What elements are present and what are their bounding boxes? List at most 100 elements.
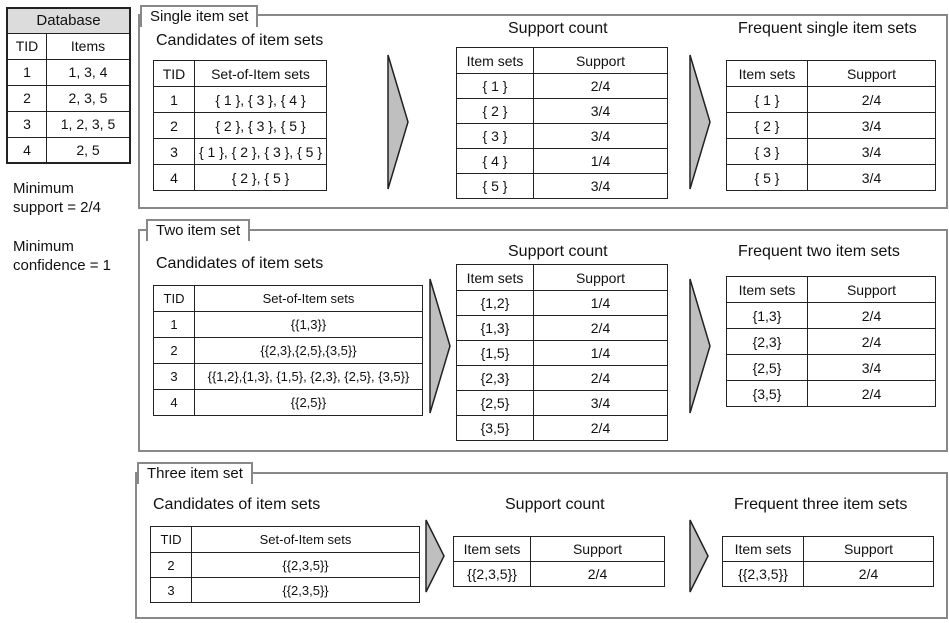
freq-cell: {3,5} (726, 380, 808, 407)
sup-cell: {1,5} (456, 340, 534, 366)
cand-cell: {{1,3}} (194, 311, 423, 338)
sup-cell: 3/4 (533, 173, 668, 199)
sup-header: Item sets (453, 536, 531, 562)
sup-cell: {3,5} (456, 415, 534, 441)
single-support-table: Item sets Support { 1 } 2/4 { 2 } 3/4 { 3 }… (456, 47, 668, 199)
sup-cell: {1,3} (456, 315, 534, 341)
three-item-tab: Three item set (137, 462, 253, 484)
sup-cell: 3/4 (533, 98, 668, 124)
three-candidates-title: Candidates of item sets (153, 496, 321, 513)
freq-header: Item sets (726, 60, 808, 87)
cand-cell: 4 (153, 164, 195, 191)
sup-cell: { 3 } (456, 123, 534, 149)
min-support-text: Minimum support = 2/4 (13, 179, 101, 217)
cand-header: Set-of-Item sets (194, 285, 423, 312)
freq-header: Support (807, 60, 936, 87)
three-frequent-table: Item sets Support {{2,3,5}} 2/4 (722, 536, 934, 587)
sup-header: Support (533, 47, 668, 74)
freq-header: Item sets (726, 276, 808, 303)
three-support-table: Item sets Support {{2,3,5}} 2/4 (453, 536, 665, 587)
db-cell: 2 (6, 84, 47, 112)
cand-header: Set-of-Item sets (191, 526, 420, 553)
cand-header: TID (153, 285, 195, 312)
cand-cell: { 2 }, { 5 } (194, 164, 327, 191)
freq-cell: { 2 } (726, 112, 808, 139)
arrow-right-icon (689, 519, 709, 593)
min-confidence-line1: Minimum (13, 238, 74, 255)
sup-cell: { 1 } (456, 73, 534, 99)
min-confidence-line2: confidence = 1 (13, 257, 111, 274)
sup-cell: {2,5} (456, 390, 534, 416)
sup-cell: 2/4 (530, 561, 665, 587)
sup-cell: 1/4 (533, 340, 668, 366)
sup-cell: {1,2} (456, 290, 534, 316)
freq-cell: 3/4 (807, 354, 936, 381)
three-candidates-table: TID Set-of-Item sets 2 {{2,3,5}} 3 {{2,3,5}… (150, 526, 420, 603)
sup-cell: { 5 } (456, 173, 534, 199)
two-candidates-title: Candidates of item sets (156, 255, 324, 272)
freq-cell: 2/4 (807, 380, 936, 407)
freq-header: Support (807, 276, 936, 303)
sup-cell: 1/4 (533, 290, 668, 316)
two-support-title: Support count (508, 243, 608, 260)
cand-cell: 3 (150, 577, 192, 603)
arrow-right-icon (425, 519, 445, 593)
cand-header: TID (150, 526, 192, 553)
sup-cell: 3/4 (533, 390, 668, 416)
cand-cell: {{2,3,5}} (191, 577, 420, 603)
freq-cell: 3/4 (807, 164, 936, 191)
three-support-title: Support count (505, 496, 605, 513)
sup-cell: 2/4 (533, 315, 668, 341)
single-support-title: Support count (508, 20, 608, 37)
db-header-items: Items (46, 32, 131, 60)
freq-cell: {2,3} (726, 328, 808, 355)
db-cell: 4 (6, 136, 47, 164)
sup-cell: 1/4 (533, 148, 668, 174)
single-frequent-title: Frequent single item sets (738, 20, 917, 37)
arrow-right-icon (689, 54, 711, 190)
cand-cell: {{1,2},{1,3}, {1,5}, {2,3}, {2,5}, {3,5}… (194, 363, 423, 390)
two-candidates-table: TID Set-of-Item sets 1 {{1,3}} 2 {{2,3},{2,… (153, 285, 423, 416)
freq-cell: 2/4 (807, 86, 936, 113)
db-cell: 1, 2, 3, 5 (46, 110, 131, 138)
freq-cell: { 3 } (726, 138, 808, 165)
arrow-right-icon (387, 54, 409, 190)
cand-cell: {{2,5}} (194, 389, 423, 416)
freq-cell: 2/4 (807, 302, 936, 329)
cand-cell: 2 (153, 337, 195, 364)
sup-cell: 2/4 (533, 365, 668, 391)
sup-header: Support (530, 536, 665, 562)
cand-cell: 1 (153, 86, 195, 113)
freq-cell: {2,5} (726, 354, 808, 381)
cand-cell: 4 (153, 389, 195, 416)
sup-cell: 2/4 (533, 415, 668, 441)
db-cell: 2, 5 (46, 136, 131, 164)
freq-cell: 2/4 (803, 561, 934, 587)
cand-cell: 2 (150, 552, 192, 578)
cand-cell: {{2,3,5}} (191, 552, 420, 578)
sup-header: Support (533, 264, 668, 291)
db-cell: 2, 3, 5 (46, 84, 131, 112)
database-table: Database TID Items 1 1, 3, 4 2 2, 3, 5 3 1,… (6, 7, 131, 164)
freq-header: Support (803, 536, 934, 562)
freq-cell: 3/4 (807, 112, 936, 139)
min-confidence-text: Minimum confidence = 1 (13, 237, 111, 275)
sup-header: Item sets (456, 264, 534, 291)
database-title: Database (6, 7, 131, 34)
freq-cell: { 5 } (726, 164, 808, 191)
cand-header: Set-of-Item sets (194, 60, 327, 87)
single-candidates-title: Candidates of item sets (156, 32, 324, 49)
sup-cell: {{2,3,5}} (453, 561, 531, 587)
min-support-line1: Minimum (13, 180, 74, 197)
cand-cell: 3 (153, 138, 195, 165)
cand-cell: 3 (153, 363, 195, 390)
single-candidates-table: TID Set-of-Item sets 1{ 1 }, { 3 }, { 4 }… (153, 60, 327, 191)
two-frequent-title: Frequent two item sets (738, 243, 900, 260)
sup-header: Item sets (456, 47, 534, 74)
db-header-tid: TID (6, 32, 47, 60)
db-cell: 3 (6, 110, 47, 138)
arrow-right-icon (689, 278, 711, 414)
cand-cell: {{2,3},{2,5},{3,5}} (194, 337, 423, 364)
sup-cell: { 4 } (456, 148, 534, 174)
sup-cell: 3/4 (533, 123, 668, 149)
